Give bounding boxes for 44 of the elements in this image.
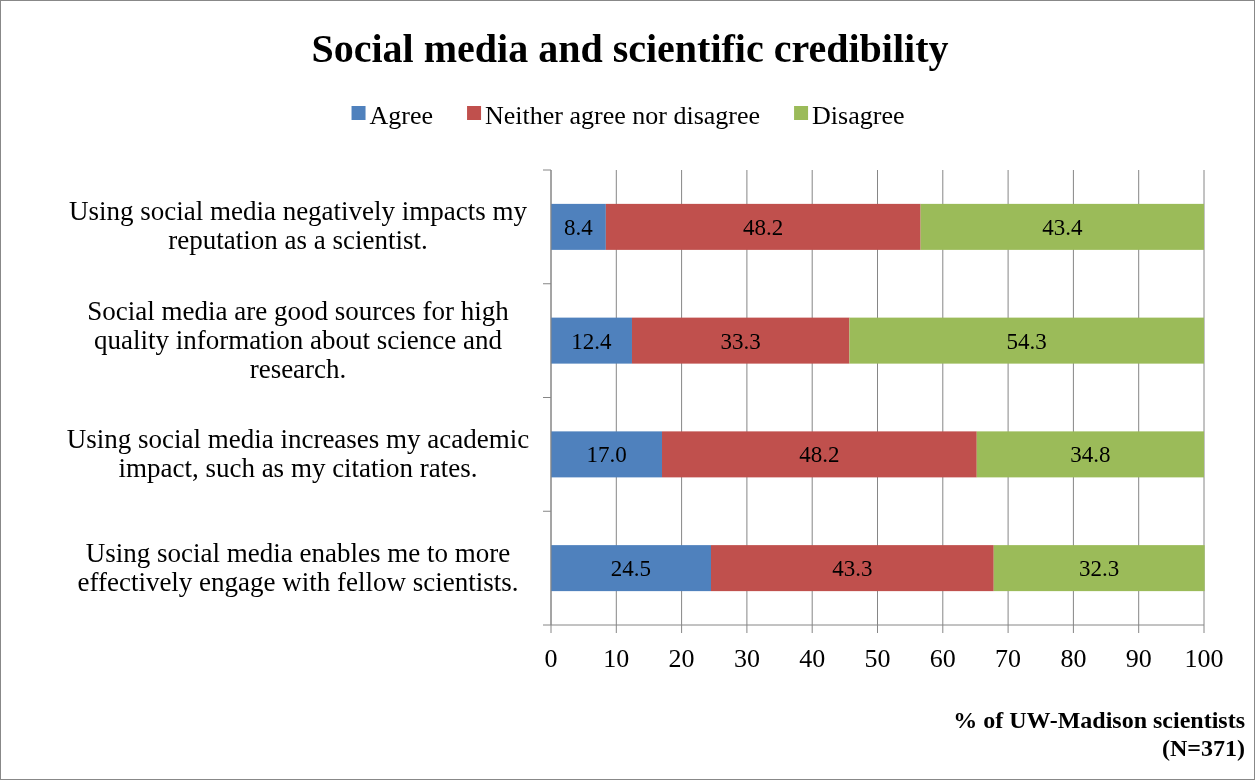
data-label: 48.2 [799,442,840,468]
bar [551,203,606,250]
bar [976,431,1204,478]
chart-title: Social media and scientific credibility [311,26,949,71]
x-tick-label: 10 [603,644,630,673]
x-tick-label: 70 [995,644,1022,673]
legend-label: Disagree [812,101,905,130]
bar [551,545,711,592]
x-tick-label: 90 [1125,644,1152,673]
x-tick-label: 60 [929,644,956,673]
bar [631,317,850,364]
data-label: 32.3 [1079,556,1120,582]
data-label: 34.8 [1070,442,1111,468]
legend-label: Neither agree nor disagree [485,101,761,130]
bar [710,545,994,592]
y-tick-label: Using social media increases my academic impact, such as my citation rates. [66,423,530,483]
data-label: 43.4 [1042,214,1083,240]
data-label: 17.0 [586,442,627,468]
data-label: 24.5 [610,556,652,582]
bar [993,545,1205,592]
x-tick-label: 100 [1184,644,1224,673]
data-label: 33.3 [720,328,761,354]
bar [551,317,632,364]
y-tick-label: Using social media enables me to more effectively engage with fellow scientists. [77,537,519,597]
x-axis-title: % of UW-Madison scientists (N=371) [953,707,1245,761]
bar [662,431,977,478]
y-tick-label: Social media are good sources for high quality information about science and research. [87,295,510,384]
data-label: 54.3 [1006,328,1047,354]
bar [920,203,1204,250]
data-label: 12.4 [571,328,613,354]
x-tick-label: 50 [864,644,891,673]
x-tick-label: 0 [544,644,558,673]
bar [605,203,921,250]
data-label: 8.4 [564,214,594,240]
legend-label: Agree [369,101,434,130]
x-tick-label: 20 [668,644,695,673]
x-tick-label: 40 [799,644,826,673]
y-tick-label: Using social media negatively impacts my reputation as a scientist. [68,196,528,256]
bar [849,317,1204,364]
x-tick-label: 80 [1060,644,1087,673]
bar [551,431,663,478]
data-label: 43.3 [832,556,873,582]
x-tick-label: 30 [733,644,760,673]
data-label: 48.2 [743,214,784,240]
